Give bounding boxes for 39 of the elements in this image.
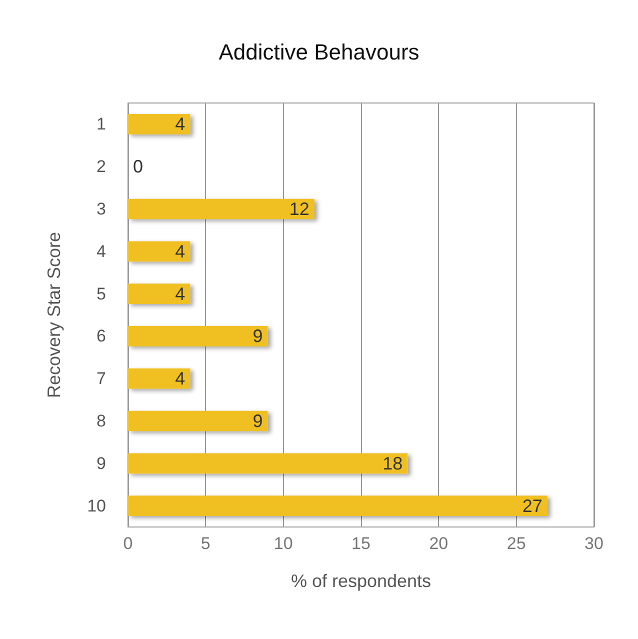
x-tick-label: 0 [123,534,133,553]
bar [128,368,190,389]
y-tick-label: 8 [96,412,106,430]
data-label: 12 [289,199,310,219]
y-tick-label: 6 [96,326,106,346]
y-axis-title: Recovery Star Score [44,232,64,398]
y-tick-label: 7 [96,369,106,388]
data-label: 9 [252,411,263,431]
x-tick-label: 25 [506,534,526,553]
y-tick-label: 9 [96,454,106,473]
y-tick-label: 4 [96,242,106,261]
x-axis-title: % of respondents [290,571,432,591]
bar [128,241,190,262]
bar [128,410,268,432]
data-label: 4 [175,114,186,134]
data-label: 4 [175,284,186,304]
data-label: 0 [133,156,144,177]
bar [128,198,314,220]
x-tick-label: 20 [429,534,448,553]
bar [128,326,268,346]
bar [128,453,408,474]
chart-title: Addictive Behavours [218,40,420,64]
x-tick-label: 30 [584,534,604,553]
bar [128,284,190,304]
y-tick-label: 3 [96,200,106,218]
y-tick-label: 10 [87,496,106,516]
x-tick-label: 10 [274,534,293,553]
y-tick-label: 2 [96,157,106,176]
bar [128,496,548,516]
data-label: 4 [175,368,186,389]
bar [128,114,190,134]
x-tick-label: 5 [200,534,210,553]
y-tick-label: 5 [96,284,106,304]
y-tick-label: 1 [96,114,106,134]
data-label: 4 [175,241,186,262]
data-label: 18 [382,453,403,474]
x-tick-label: 15 [352,534,370,553]
data-label: 27 [522,496,542,516]
data-label: 9 [252,326,263,346]
